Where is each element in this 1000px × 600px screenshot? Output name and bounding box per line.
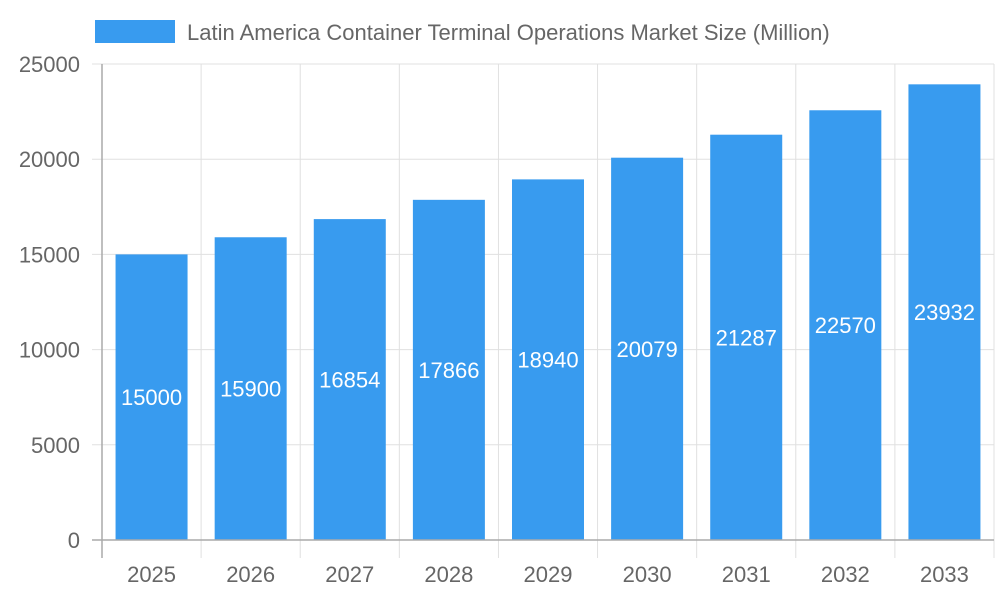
x-tick-label: 2028 bbox=[424, 562, 473, 587]
x-tick-label: 2032 bbox=[821, 562, 870, 587]
bar-2026 bbox=[214, 237, 287, 540]
y-tick-label: 15000 bbox=[19, 242, 80, 267]
data-label: 15000 bbox=[121, 385, 182, 410]
bar-2028 bbox=[412, 199, 485, 540]
x-tick-label: 2025 bbox=[127, 562, 176, 587]
x-tick-label: 2027 bbox=[325, 562, 374, 587]
data-label: 15900 bbox=[220, 377, 281, 402]
legend-swatch bbox=[95, 20, 175, 43]
data-label: 23932 bbox=[914, 300, 975, 325]
bar-2030 bbox=[611, 157, 684, 540]
data-label: 18940 bbox=[517, 348, 578, 373]
data-label: 20079 bbox=[617, 337, 678, 362]
bar-2029 bbox=[512, 179, 584, 541]
y-tick-label: 20000 bbox=[19, 147, 80, 172]
x-tick-label: 2033 bbox=[920, 562, 969, 587]
bar-2032 bbox=[809, 110, 882, 540]
legend-label: Latin America Container Terminal Operati… bbox=[187, 20, 830, 45]
y-tick-label: 0 bbox=[68, 528, 80, 553]
data-labels: 15000 15900 16854 17866 18940 20079 21287 22570… bbox=[121, 300, 975, 410]
data-label: 21287 bbox=[716, 325, 777, 350]
bar-2025 bbox=[115, 254, 188, 540]
data-label: 17866 bbox=[418, 358, 479, 383]
y-tick-label: 10000 bbox=[19, 338, 80, 363]
bar-2031 bbox=[710, 134, 783, 540]
bar-2033 bbox=[908, 84, 981, 540]
bar-2027 bbox=[313, 219, 386, 540]
legend[interactable]: Latin America Container Terminal Operati… bbox=[95, 20, 830, 45]
bars bbox=[115, 84, 981, 541]
data-label: 16854 bbox=[319, 368, 380, 393]
data-label: 22570 bbox=[815, 313, 876, 338]
axes: 0 5000 10000 15000 20000 25000 2025 2026 2027 202… bbox=[19, 52, 994, 587]
x-tick-label: 2030 bbox=[623, 562, 672, 587]
y-tick-label: 25000 bbox=[19, 52, 80, 77]
x-tick-label: 2026 bbox=[226, 562, 275, 587]
x-tick-label: 2029 bbox=[524, 562, 573, 587]
x-tick-label: 2031 bbox=[722, 562, 771, 587]
y-tick-label: 5000 bbox=[31, 433, 80, 458]
